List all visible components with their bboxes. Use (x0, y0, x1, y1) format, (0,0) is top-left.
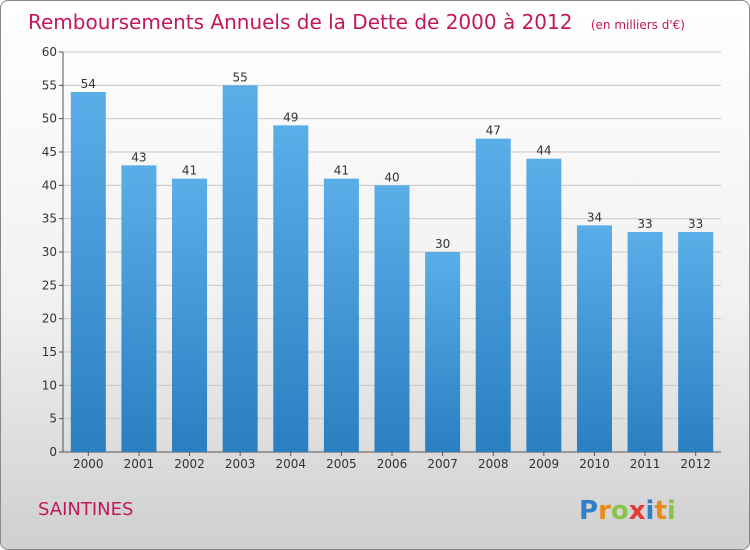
y-tick-labels: 0 5 10 15 20 25 30 35 40 45 50 55 60 (42, 45, 57, 459)
bar-value-label: 43 (131, 150, 146, 164)
x-tick-label: 2003 (225, 457, 256, 471)
bar-2005 (323, 178, 359, 452)
data-labels: 54 43 41 55 49 41 40 30 47 44 34 33 33 (81, 70, 704, 251)
y-tick-label: 55 (42, 78, 57, 92)
bar-2003 (222, 85, 258, 452)
x-tick-label: 2008 (478, 457, 509, 471)
bar-value-label: 33 (688, 217, 703, 231)
bar-2010 (576, 225, 612, 452)
bar-2004 (273, 125, 309, 452)
chart-title: Remboursements Annuels de la Dette de 20… (28, 10, 685, 34)
bar-2011 (627, 232, 663, 452)
bar-2000 (70, 92, 106, 452)
bar-value-label: 54 (81, 77, 96, 91)
y-tick-label: 30 (42, 245, 57, 259)
y-tick-label: 35 (42, 212, 57, 226)
proxiti-logo: Proxiti (579, 496, 676, 526)
x-tick-label: 2012 (680, 457, 711, 471)
x-tick-label: 2011 (630, 457, 661, 471)
y-tick-label: 40 (42, 178, 57, 192)
y-tick-label: 15 (42, 345, 57, 359)
y-tick-label: 5 (49, 412, 57, 426)
x-tick-label: 2001 (124, 457, 155, 471)
bar-value-label: 55 (233, 70, 248, 84)
bar-2006 (374, 185, 410, 453)
bar-2007 (425, 252, 461, 452)
city-name: SAINTINES (38, 499, 133, 520)
y-tick-label: 50 (42, 112, 57, 126)
logo-letter: r (598, 496, 611, 526)
y-tick-label: 45 (42, 145, 57, 159)
logo-letter: o (611, 496, 629, 526)
y-tick-label: 20 (42, 312, 57, 326)
bar-value-label: 44 (536, 144, 551, 158)
bar-value-label: 34 (587, 210, 602, 224)
bar-2001 (121, 165, 157, 453)
x-tick-labels: 2000 2001 2002 2003 2004 2005 2006 2007 2008 2009… (73, 452, 711, 471)
bar-value-label: 40 (384, 170, 399, 184)
bar-value-label: 47 (486, 124, 501, 138)
x-tick-label: 2009 (529, 457, 560, 471)
chart-title-main: Remboursements Annuels de la Dette de 20… (28, 10, 572, 34)
bars (70, 85, 714, 453)
bar-value-label: 49 (283, 110, 298, 124)
y-tick-label: 0 (49, 445, 57, 459)
x-tick-label: 2004 (275, 457, 306, 471)
logo-letter: i (667, 496, 676, 526)
bar-2012 (678, 232, 714, 452)
x-tick-label: 2006 (377, 457, 408, 471)
y-tick-label: 10 (42, 378, 57, 392)
logo-letter: i (646, 496, 655, 526)
bar-2008 (475, 138, 511, 452)
x-tick-label: 2005 (326, 457, 357, 471)
logo-letter: x (629, 496, 646, 526)
bar-value-label: 41 (334, 164, 349, 178)
logo-letter: P (579, 496, 598, 526)
x-tick-label: 2007 (427, 457, 458, 471)
logo-letter: t (654, 496, 666, 526)
x-tick-label: 2002 (174, 457, 205, 471)
x-tick-label: 2010 (579, 457, 610, 471)
bar-2002 (172, 178, 208, 452)
y-tick-label: 25 (42, 278, 57, 292)
x-tick-label: 2000 (73, 457, 104, 471)
y-tick-label: 60 (42, 45, 57, 59)
chart-title-unit: (en milliers d'€) (591, 18, 685, 32)
bar-value-label: 41 (182, 164, 197, 178)
bar-value-label: 30 (435, 237, 450, 251)
bar-value-label: 33 (637, 217, 652, 231)
bar-2009 (526, 158, 562, 452)
